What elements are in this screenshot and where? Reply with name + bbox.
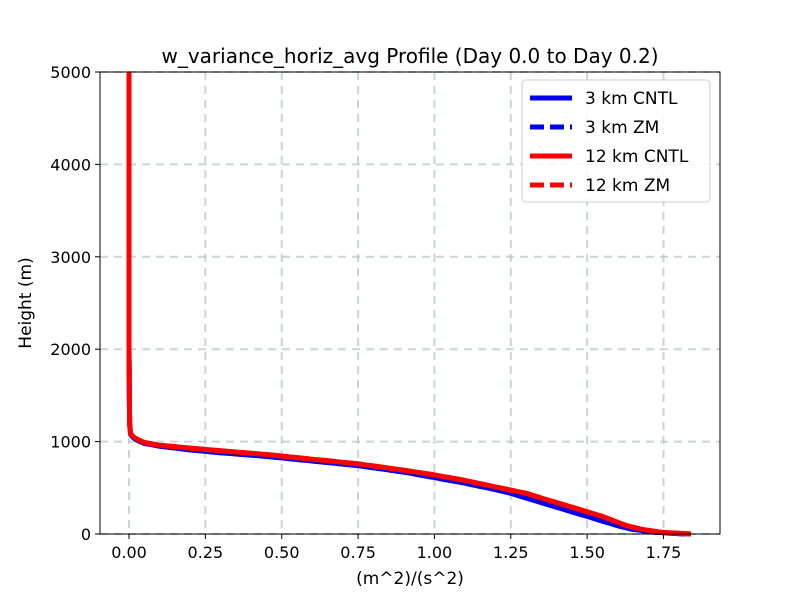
chart-title: w_variance_horiz_avg Profile (Day 0.0 to… <box>161 44 658 68</box>
axis-ticks: 0.00 0.25 0.50 0.75 1.00 1.25 1.50 1.75 0 1000 200… <box>50 63 681 562</box>
x-tick-label: 0.75 <box>340 543 376 562</box>
legend-label: 12 km CNTL <box>585 147 689 167</box>
x-tick-label: 0.50 <box>264 543 300 562</box>
legend: 3 km CNTL 3 km ZM 12 km CNTL 12 km ZM <box>521 79 711 203</box>
y-tick-label: 2000 <box>50 340 91 359</box>
x-axis-label: (m^2)/(s^2) <box>356 569 464 589</box>
y-tick-label: 1000 <box>50 433 91 452</box>
x-tick-label: 1.25 <box>493 543 529 562</box>
legend-label: 12 km ZM <box>585 176 670 196</box>
x-tick-label: 1.50 <box>569 543 605 562</box>
plot-frame <box>99 71 721 535</box>
series-line-12-km-zm <box>126 72 692 537</box>
legend-box <box>521 79 711 203</box>
y-tick-label: 0 <box>81 525 91 544</box>
series-lines <box>126 72 692 537</box>
legend-label: 3 km ZM <box>585 118 659 138</box>
y-tick-label: 3000 <box>50 248 91 267</box>
y-axis-label: Height (m) <box>16 257 36 348</box>
x-tick-label: 0.25 <box>188 543 224 562</box>
x-tick-label: 1.00 <box>417 543 453 562</box>
x-tick-label: 1.75 <box>646 543 682 562</box>
legend-label: 3 km CNTL <box>585 89 678 109</box>
x-tick-label: 0.00 <box>111 543 147 562</box>
y-tick-label: 4000 <box>50 155 91 174</box>
y-tick-label: 5000 <box>50 63 91 82</box>
